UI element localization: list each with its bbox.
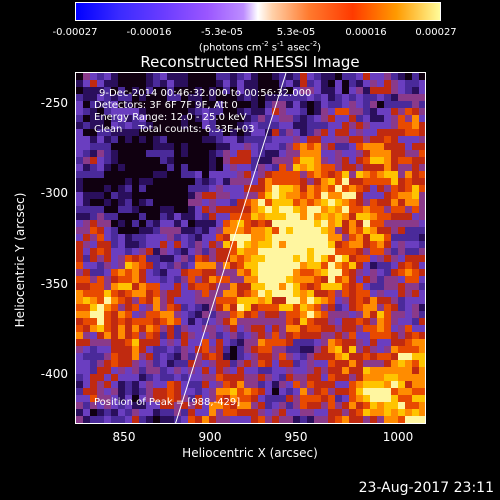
x-tick-label: 950 bbox=[284, 430, 308, 444]
colorbar-tick-label: -0.00016 bbox=[126, 27, 172, 38]
y-axis-label: Heliocentric Y (arcsec) bbox=[13, 192, 27, 328]
timestamp: 23-Aug-2017 23:11 bbox=[358, 480, 494, 496]
solar-limb-line bbox=[175, 73, 287, 423]
colorbar-tick-label: -0.00027 bbox=[52, 27, 98, 38]
x-tick-label: 850 bbox=[112, 430, 136, 444]
colorbar-tick-label: 0.00027 bbox=[415, 27, 457, 38]
plot-title: Reconstructed RHESSI Image bbox=[140, 53, 360, 71]
y-tick-label: -250 bbox=[40, 96, 68, 110]
x-tick-label: 1000 bbox=[382, 430, 414, 444]
colorbar-tick-label: -5.3e-05 bbox=[201, 27, 243, 38]
info-line-clean: Clean Total counts: 6.33E+03 bbox=[94, 124, 255, 135]
x-axis-label: Heliocentric X (arcsec) bbox=[182, 446, 318, 460]
colorbar-tick-label: 5.3e-05 bbox=[276, 27, 316, 38]
y-tick-label: -300 bbox=[40, 186, 68, 200]
colorbar bbox=[75, 2, 441, 21]
rhessi-image bbox=[75, 72, 426, 424]
y-tick-label: -350 bbox=[40, 277, 68, 291]
peak-position: Position of Peak = [988,-429] bbox=[94, 397, 241, 408]
info-line-time: 9-Dec-2014 00:46:32.000 to 00:56:32.000 bbox=[99, 88, 312, 99]
colorbar-tick-label: 0.00016 bbox=[345, 27, 387, 38]
colorbar-units: (photons cm-2 s-1 asec-2) bbox=[198, 40, 322, 54]
x-tick-label: 900 bbox=[198, 430, 222, 444]
info-line-energy: Energy Range: 12.0 - 25.0 keV bbox=[94, 112, 247, 123]
heatmap-canvas bbox=[76, 73, 425, 423]
y-tick-label: -400 bbox=[40, 367, 68, 381]
info-line-detectors: Detectors: 3F 6F 7F 9F, Att 0 bbox=[94, 100, 238, 111]
